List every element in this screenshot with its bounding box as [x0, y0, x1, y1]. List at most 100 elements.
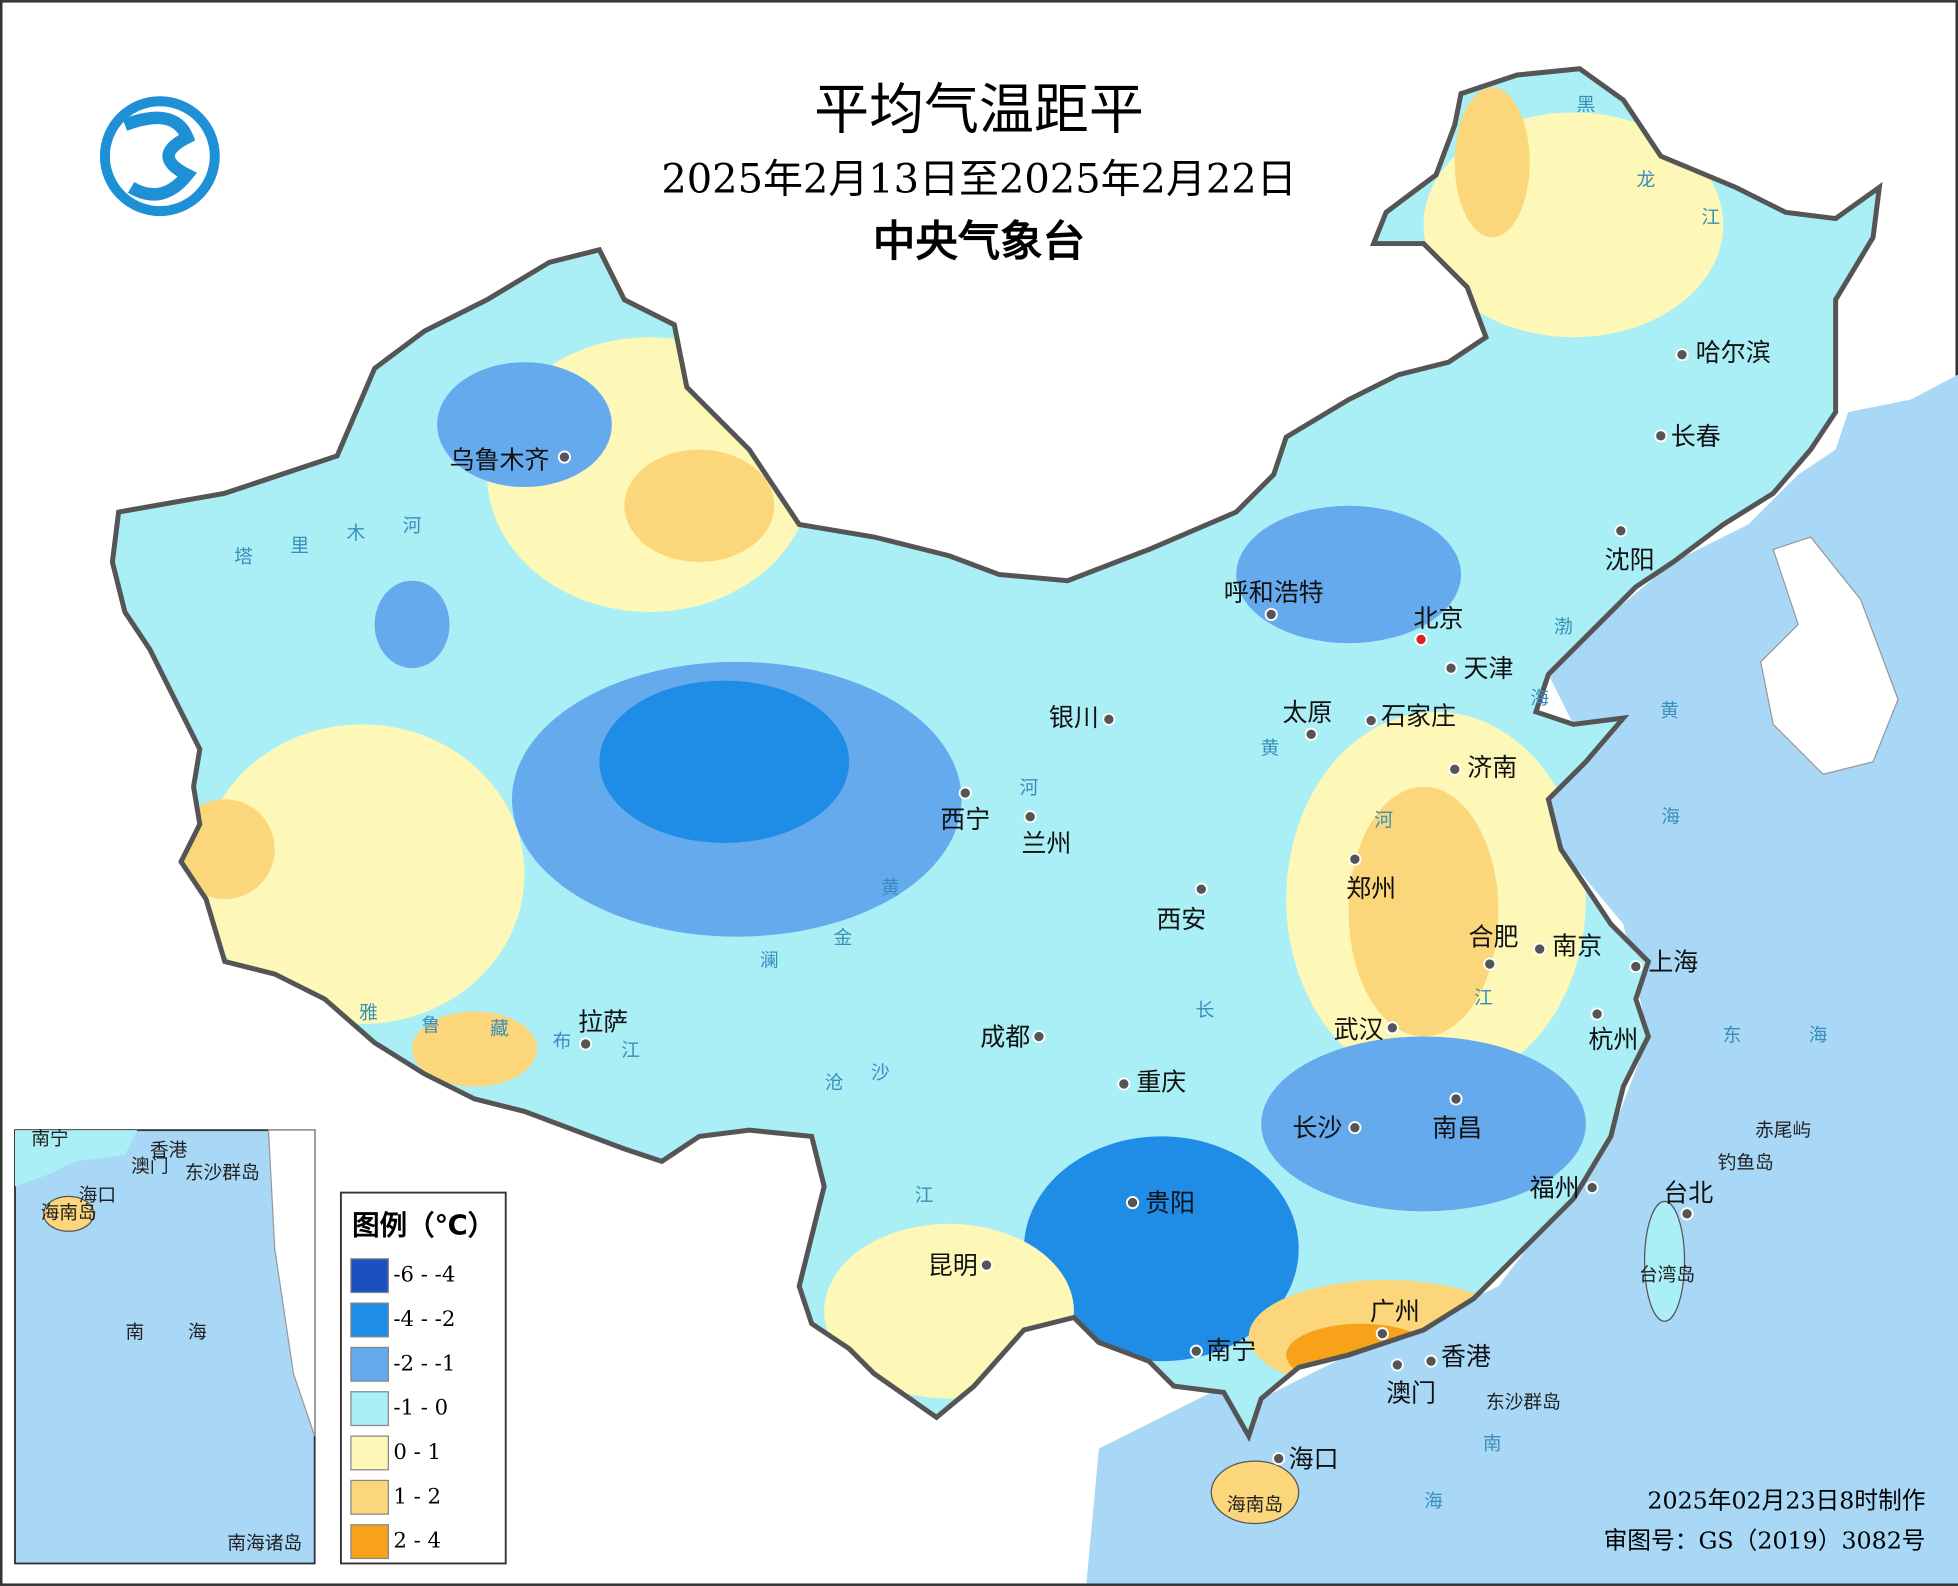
city-dot [1375, 1327, 1389, 1341]
island-label: 海南岛 [1227, 1495, 1283, 1516]
inset-label: 海 [188, 1323, 207, 1344]
city-dot [1102, 712, 1116, 726]
city-label: 长春 [1671, 422, 1721, 451]
city-label: 北京 [1414, 604, 1464, 633]
inset-label: 香港 [150, 1140, 188, 1161]
sea-label: 海 [1424, 1491, 1443, 1512]
inset-title: 南海诸岛 [227, 1534, 302, 1555]
legend-label: -1 - 0 [393, 1396, 448, 1421]
city-dot [1444, 661, 1458, 675]
city-label: 乌鲁木齐 [450, 446, 550, 475]
city-dot [1348, 1121, 1362, 1135]
river-label: 江 [1701, 208, 1720, 229]
legend-label: 0 - 1 [393, 1440, 441, 1465]
city-label: 拉萨 [578, 1008, 628, 1037]
river-label: 江 [915, 1185, 934, 1206]
river-label: 雅 [359, 1003, 378, 1024]
city-dot [1654, 429, 1668, 443]
city-label: 南宁 [1206, 1336, 1256, 1365]
city-dot [557, 450, 571, 464]
city-dot [1424, 1354, 1438, 1368]
city-label: 昆明 [928, 1251, 978, 1280]
made-time: 2025年02月23日8时制作 [1647, 1487, 1925, 1515]
river-label: 鲁 [421, 1016, 440, 1037]
river-label: 藏 [490, 1019, 509, 1040]
city-dot [1629, 960, 1643, 974]
river-label: 金 [834, 928, 853, 949]
river-label: 河 [1020, 778, 1039, 799]
city-dot [1023, 810, 1037, 824]
inset-label: 海口 [79, 1185, 116, 1206]
island-label: 东沙群岛 [1486, 1393, 1561, 1414]
city-label: 沈阳 [1605, 545, 1655, 574]
legend-swatch [350, 1258, 389, 1294]
city-dot [1448, 762, 1462, 776]
city-label: 成都 [980, 1022, 1030, 1051]
river-label: 河 [1374, 811, 1393, 832]
city-label: 澳门 [1386, 1378, 1436, 1407]
city-dot [1194, 882, 1208, 896]
city-dot [1483, 957, 1497, 971]
city-dot [1590, 1007, 1604, 1021]
city-label: 福州 [1530, 1174, 1580, 1203]
river-label: 江 [1474, 988, 1493, 1009]
city-dot [1680, 1207, 1694, 1221]
sea-label: 黄 [1660, 701, 1679, 722]
logo [99, 96, 220, 217]
approval-number: 审图号：GS（2019）3082号 [1604, 1526, 1926, 1554]
city-dot [1117, 1077, 1131, 1091]
sea [1086, 374, 1958, 1584]
city-dot [1533, 942, 1547, 956]
river-label: 木 [347, 524, 366, 545]
legend-swatch [350, 1391, 389, 1427]
island-label: 赤尾屿 [1755, 1120, 1811, 1141]
inset-label: 海南岛 [41, 1203, 97, 1224]
city-label: 广州 [1370, 1297, 1420, 1326]
sea-label: 南 [1483, 1434, 1502, 1455]
river-label: 澜 [760, 951, 779, 972]
city-dot [1348, 852, 1362, 866]
city-dot [1585, 1181, 1599, 1195]
city-label: 银川 [1049, 703, 1099, 732]
city-label: 郑州 [1346, 874, 1396, 903]
city-dot [1614, 524, 1628, 538]
city-dot [1304, 727, 1318, 741]
city-dot [1189, 1344, 1203, 1358]
city-label: 重庆 [1136, 1067, 1186, 1096]
city-label: 香港 [1441, 1342, 1491, 1371]
city-dot [1272, 1452, 1286, 1466]
city-dot [1390, 1358, 1404, 1372]
river-label: 黄 [1261, 738, 1280, 759]
city-label: 兰州 [1021, 829, 1071, 858]
korea [1760, 536, 1899, 775]
legend-swatch [350, 1524, 389, 1560]
legend-swatch [350, 1302, 389, 1338]
city-label: 南昌 [1432, 1114, 1482, 1143]
sea-label: 渤 [1554, 617, 1573, 638]
hainan [1210, 1460, 1300, 1525]
city-dot [579, 1037, 593, 1051]
river-label: 长 [1196, 1001, 1215, 1022]
city-dot [1414, 632, 1428, 646]
river-label: 黑 [1577, 95, 1596, 116]
legend-swatch [350, 1435, 389, 1471]
legend-label: 2 - 4 [393, 1529, 441, 1554]
inset-label: 南 [126, 1323, 145, 1344]
river-label: 黄 [881, 878, 900, 899]
inset-label: 澳门 [131, 1157, 168, 1178]
city-dot [1449, 1092, 1463, 1106]
legend-label: -6 - -4 [393, 1263, 455, 1288]
island-label: 台湾岛 [1639, 1265, 1695, 1286]
river-label: 塔 [234, 547, 253, 568]
city-dot [1126, 1196, 1140, 1210]
city-label: 南京 [1552, 931, 1602, 960]
river-label: 龙 [1636, 170, 1655, 191]
city-dot [1675, 348, 1689, 362]
city-label: 太原 [1282, 698, 1332, 727]
river-label: 布 [553, 1032, 572, 1053]
legend-title: 图例（℃） [352, 1210, 495, 1241]
island-label: 钓鱼岛 [1718, 1153, 1774, 1174]
sea-label: 东 [1723, 1026, 1742, 1047]
city-label: 台北 [1663, 1179, 1713, 1208]
